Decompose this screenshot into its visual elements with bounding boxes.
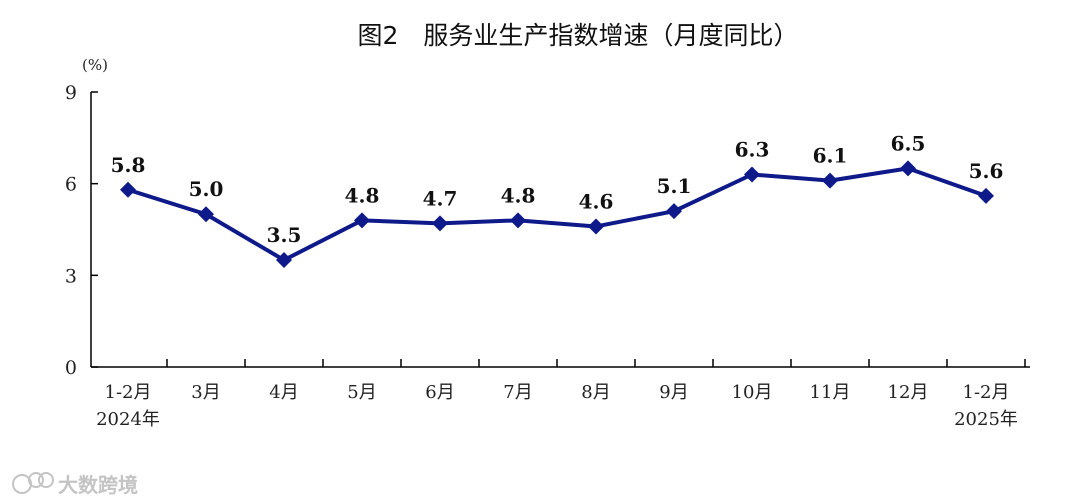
data-label: 4.8 <box>501 183 536 207</box>
data-point-marker <box>276 252 292 269</box>
data-label: 4.6 <box>579 189 614 213</box>
x-tick-label: 9月 <box>659 382 688 403</box>
x-tick-label: 11月 <box>810 382 851 403</box>
x-tick-label: 10月 <box>732 382 773 403</box>
watermark: 大数跨境 <box>12 472 138 497</box>
data-label: 5.0 <box>189 177 224 201</box>
data-point-marker <box>744 166 760 183</box>
data-point-marker <box>354 212 370 229</box>
watermark-text: 大数跨境 <box>58 473 138 497</box>
y-tick-label: 3 <box>65 265 77 287</box>
series-line <box>120 160 994 269</box>
axes: 0 3 6 9 1-2月 2024年 3月 4月 5月 6月 7月 8月 9月 10月 11月 12月 1-2月… <box>65 82 1030 430</box>
y-tick-label: 0 <box>65 357 77 379</box>
data-point-marker <box>822 172 838 189</box>
data-point-marker <box>978 187 994 204</box>
big-data-cross-border-logo-icon <box>12 472 54 494</box>
data-point-marker <box>432 215 448 232</box>
data-label: 5.6 <box>969 159 1004 183</box>
data-label: 5.1 <box>657 174 692 198</box>
data-label: 3.5 <box>267 223 302 247</box>
data-point-marker <box>198 206 214 223</box>
x-tick-label: 8月 <box>581 382 610 403</box>
data-label: 6.1 <box>813 144 848 168</box>
y-tick-label: 9 <box>65 82 77 104</box>
x-tick-label: 7月 <box>503 382 532 403</box>
data-label: 4.8 <box>345 183 380 207</box>
data-label: 5.8 <box>111 153 146 177</box>
x-tick-label: 12月 <box>888 382 929 403</box>
data-label: 6.5 <box>891 131 926 155</box>
x-tick-label: 2025年 <box>954 409 1018 430</box>
data-label: 4.7 <box>423 186 458 210</box>
x-tick-label: 6月 <box>425 382 454 403</box>
data-point-marker <box>588 218 604 235</box>
data-label: 6.3 <box>735 138 770 162</box>
data-point-marker <box>510 212 526 229</box>
x-tick-label: 4月 <box>269 382 298 403</box>
chart-title: 图2 服务业生产指数增速（月度同比） <box>358 21 799 50</box>
x-tick-label: 1-2月 <box>963 382 1010 403</box>
x-tick-label: 5月 <box>347 382 376 403</box>
x-tick-label: 1-2月 <box>105 382 152 403</box>
x-tick-label: 3月 <box>191 382 220 403</box>
data-point-marker <box>120 181 136 198</box>
y-tick-label: 6 <box>65 174 77 196</box>
y-axis-unit: (%) <box>82 56 108 74</box>
series-path <box>127 166 987 263</box>
x-tick-label: 2024年 <box>96 409 160 430</box>
data-point-marker <box>666 203 682 220</box>
data-labels: 5.8 5.0 3.5 4.8 4.7 4.8 4.6 5.1 6.3 6.1 6.5 5.6 <box>111 131 1004 247</box>
data-point-marker <box>900 160 916 177</box>
